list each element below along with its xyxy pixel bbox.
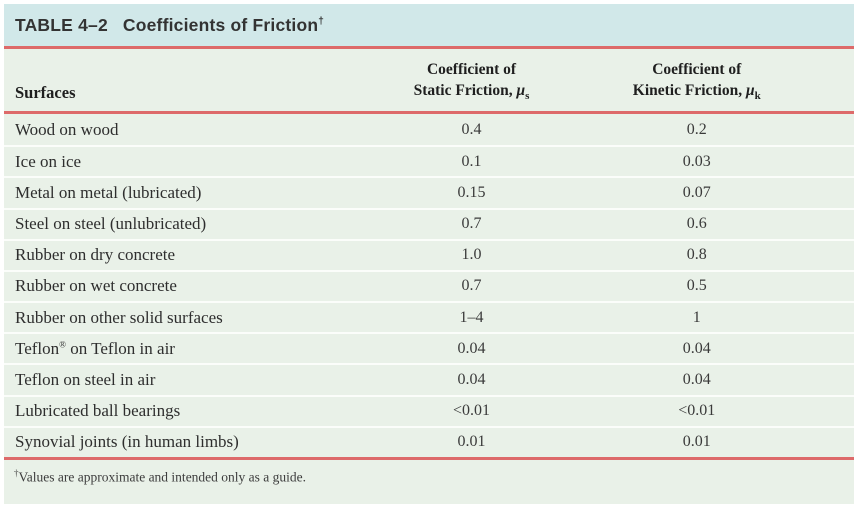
static-value: 0.7 — [461, 277, 482, 295]
surface-cell: Teflon on steel in air — [15, 369, 156, 389]
kinetic-value: 0.03 — [682, 152, 711, 170]
static-value: 0.4 — [461, 120, 482, 138]
static-value: 0.1 — [461, 152, 482, 170]
kinetic-value: 0.5 — [686, 277, 707, 295]
table-row: Steel on steel (unlubricated) 0.7 0.6 — [4, 207, 854, 239]
table-row: Metal on metal (lubricated) 0.15 0.07 — [4, 176, 854, 207]
table-body: Wood on wood 0.4 0.2 Ice on ice 0.1 0.03 Metal… — [4, 114, 854, 457]
surface-cell: Wood on wood — [15, 119, 119, 139]
registered-mark: ® — [59, 339, 66, 350]
surface-cell: Rubber on dry concrete — [15, 245, 176, 265]
static-value: 0.7 — [461, 215, 482, 233]
static-value: 0.15 — [457, 183, 486, 201]
surface-cell: Steel on steel (unlubricated) — [15, 214, 207, 234]
kinetic-friction-column-header: Coefficient of Kinetic Friction, μk — [632, 61, 761, 102]
surface-cell: Synovial joints (in human limbs) — [15, 432, 239, 452]
kinetic-value: 0.04 — [682, 370, 711, 388]
static-value: 0.04 — [457, 339, 486, 357]
table-title-bar: TABLE 4–2 Coefficients of Friction† — [4, 4, 854, 46]
table-row: Teflon® on Teflon in air 0.04 0.04 — [4, 332, 854, 363]
kinetic-value: 0.6 — [686, 215, 707, 233]
mu-symbol: μ — [516, 81, 526, 99]
kinetic-value: <0.01 — [678, 402, 716, 420]
table-footnote: †Values are approximate and intended onl… — [14, 468, 307, 485]
surface-cell: Rubber on other solid surfaces — [15, 307, 223, 327]
surface-cell: Rubber on wet concrete — [15, 276, 177, 296]
table-title-text: Coefficients of Friction† — [122, 14, 325, 35]
table-row: Synovial joints (in human limbs) 0.01 0.01 — [4, 425, 854, 457]
friction-table: TABLE 4–2 Coefficients of Friction† Surf… — [4, 4, 854, 504]
top-red-rule — [4, 46, 854, 49]
kinetic-value: 0.04 — [682, 339, 711, 357]
surface-cell: Teflon® on Teflon in air — [15, 338, 175, 358]
bottom-red-rule — [4, 457, 854, 460]
surface-cell: Ice on ice — [15, 151, 82, 171]
mu-symbol: μ — [745, 81, 755, 99]
table-row: Rubber on other solid surfaces 1–4 1 — [4, 301, 854, 332]
table-row: Rubber on dry concrete 1.0 0.8 — [4, 238, 854, 270]
table-row: Ice on ice 0.1 0.03 — [4, 145, 854, 176]
static-value: 0.04 — [457, 370, 486, 388]
static-value: 1–4 — [459, 308, 484, 326]
kinetic-value: 0.01 — [682, 433, 711, 451]
static-value: <0.01 — [452, 402, 491, 420]
table-number-label: TABLE 4–2 — [15, 14, 108, 35]
static-value: 1.0 — [461, 246, 482, 264]
surface-cell: Metal on metal (lubricated) — [15, 182, 202, 202]
kinetic-value: 0.07 — [682, 183, 711, 201]
table-row: Rubber on wet concrete 0.7 0.5 — [4, 269, 854, 301]
table-row: Lubricated ball bearings <0.01 <0.01 — [4, 394, 854, 426]
header-red-rule — [4, 111, 854, 114]
column-header-row: Surfaces Coefficient of Static Friction,… — [4, 49, 854, 111]
table-row: Teflon on steel in air 0.04 0.04 — [4, 363, 854, 394]
kinetic-value: 0.2 — [686, 120, 707, 138]
static-friction-column-header: Coefficient of Static Friction, μs — [413, 61, 530, 102]
footnote-dagger: † — [14, 468, 19, 478]
surface-cell: Lubricated ball bearings — [15, 401, 181, 421]
table-row: Wood on wood 0.4 0.2 — [4, 114, 854, 145]
static-value: 0.01 — [457, 433, 486, 451]
title-dagger: † — [318, 15, 325, 27]
surfaces-column-header: Surfaces — [15, 83, 76, 102]
kinetic-value: 0.8 — [686, 246, 707, 264]
kinetic-value: 1 — [692, 308, 701, 326]
